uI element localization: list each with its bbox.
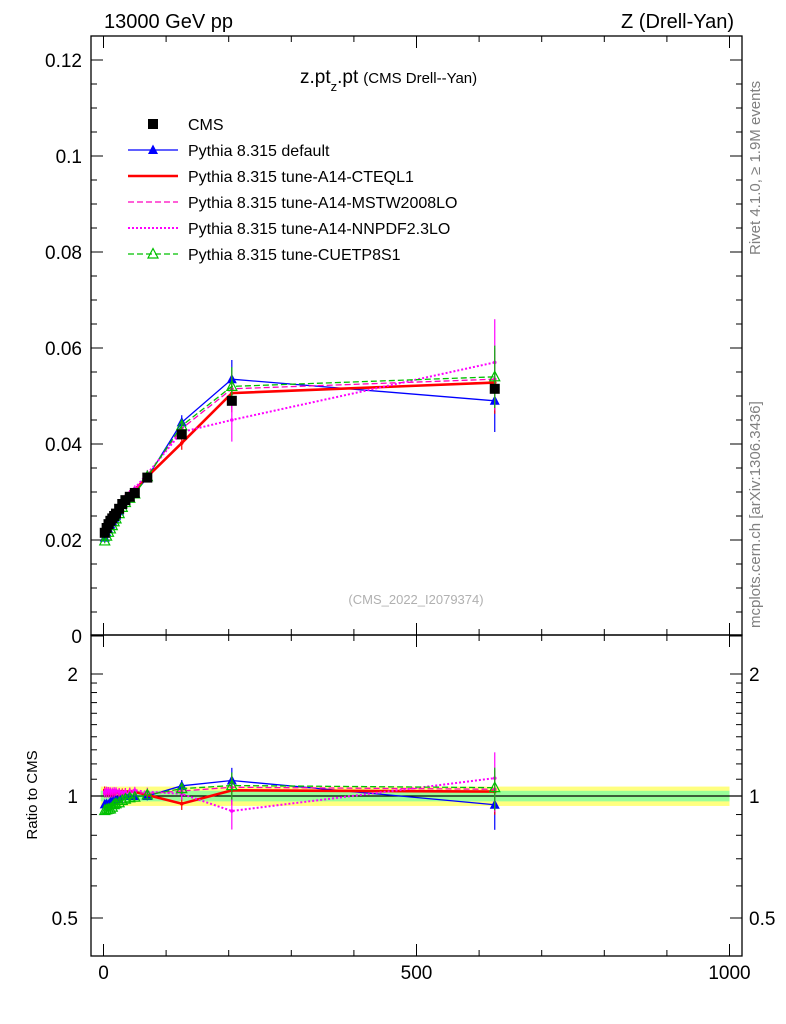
main-panel-series — [98, 319, 501, 546]
plot-title: z.ptz.pt (CMS Drell--Yan) — [300, 67, 477, 94]
ratio-marker-nnpdf — [123, 789, 128, 794]
legend-label-cuetp: Pythia 8.315 tune-CUETP8S1 — [188, 247, 401, 264]
series-line-mstw — [104, 378, 495, 532]
marker-cteql1 — [179, 441, 184, 445]
y-tick-label-main: 0.06 — [45, 339, 82, 360]
marker-cuetp — [225, 379, 238, 391]
data-point-cms — [176, 429, 187, 440]
x-tick-label: 0 — [98, 963, 109, 984]
title-main: z.pt — [300, 67, 331, 88]
marker-cuetp — [488, 370, 501, 382]
ratio-marker-cuetp — [141, 788, 154, 800]
series-line-default — [104, 378, 495, 538]
y-tick-label-main: 0 — [71, 627, 82, 648]
y-tick-label-ratio-right: 1 — [749, 787, 760, 808]
x-tick-label: 1000 — [708, 963, 750, 984]
title-tail: .pt — [337, 67, 359, 88]
ratio-marker-nnpdf — [117, 789, 121, 794]
data-point-cms — [226, 395, 237, 406]
rivet-version-label: Rivet 4.1.0, ≥ 1.9M events — [747, 81, 764, 255]
ratio-marker-cuetp — [175, 781, 188, 794]
legend-label-default: Pythia 8.315 default — [188, 143, 330, 160]
ratio-ylabel: Ratio to CMS — [24, 750, 41, 839]
ratio-marker-cuetp — [116, 793, 129, 806]
title-sub: z — [331, 79, 338, 94]
analysis-watermark: (CMS_2022_I2079374) — [348, 592, 483, 607]
mcplots-label: mcplots.cern.ch [arXiv:1306.3436] — [747, 401, 764, 628]
y-tick-label-ratio-right: 0.5 — [749, 909, 775, 930]
x-tick-label: 500 — [401, 963, 433, 984]
legend-label-cms: CMS — [188, 117, 224, 134]
y-tick-label-main: 0.02 — [45, 531, 82, 552]
ratio-marker-nnpdf — [114, 788, 118, 793]
legend-label-nnpdf: Pythia 8.315 tune-A14-NNPDF2.3LO — [188, 221, 450, 238]
y-tick-label-main: 0.04 — [45, 435, 82, 456]
marker-nnpdf — [230, 418, 234, 422]
process-label: Z (Drell-Yan) — [621, 11, 734, 33]
y-tick-label-ratio-left: 2 — [67, 665, 78, 686]
legend-marker-cuetp — [147, 247, 159, 259]
legend-marker-cms — [148, 119, 158, 129]
ratio-marker-cuetp — [119, 792, 132, 804]
title-note: (CMS Drell--Yan) — [363, 70, 477, 87]
series-line-cuetp — [104, 376, 495, 542]
y-tick-label-main: 0.08 — [45, 243, 82, 264]
ratio-marker-cteql1 — [179, 801, 184, 806]
y-tick-label-main: 0.12 — [45, 51, 82, 72]
series-line-cteql1 — [103, 381, 495, 530]
data-point-cms — [489, 383, 500, 394]
legend-label-mstw: Pythia 8.315 tune-A14-MSTW2008LO — [188, 195, 457, 212]
ratio-panel-series — [98, 752, 501, 830]
ratio-marker-cuetp — [108, 797, 121, 810]
y-tick-label-ratio-right: 2 — [749, 665, 760, 686]
data-point-cms — [124, 491, 135, 502]
series-line-nnpdf — [103, 361, 495, 531]
ratio-marker-nnpdf — [120, 790, 125, 795]
data-point-cms — [142, 472, 153, 483]
y-tick-label-ratio-left: 0.5 — [52, 909, 78, 930]
legend: CMS Pythia 8.315 default Pythia 8.315 tune… — [128, 117, 457, 264]
energy-label: 13000 GeV pp — [104, 11, 233, 33]
axis-ticks: 0 500 1000 0 0.02 0.04 0.06 0.08 0.1 0.12 0.5 0.5 1 1… — [45, 36, 775, 984]
ratio-marker-nnpdf — [133, 788, 137, 792]
legend-marker-default — [148, 144, 158, 154]
ratio-marker-cuetp — [488, 780, 501, 793]
legend-label-cteql1: Pythia 8.315 tune-A14-CTEQL1 — [188, 169, 414, 186]
y-tick-label-main: 0.1 — [56, 147, 82, 168]
ratio-marker-cuetp — [225, 778, 238, 791]
y-tick-label-ratio-left: 1 — [67, 787, 78, 808]
data-point-cms — [129, 487, 140, 498]
ratio-marker-cuetp — [128, 790, 141, 802]
ratio-marker-nnpdf — [230, 809, 234, 813]
